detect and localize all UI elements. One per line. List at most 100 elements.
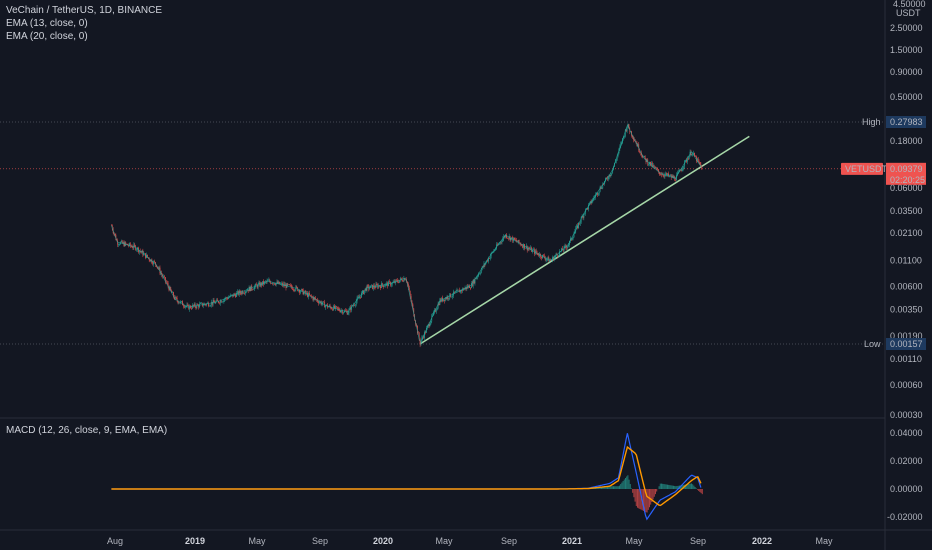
candle-body: [475, 278, 477, 280]
candle-body: [359, 296, 361, 298]
candle-body: [331, 308, 333, 310]
candle-body: [132, 247, 134, 249]
candle-body: [254, 286, 255, 290]
candle-body: [318, 301, 319, 304]
candle-body: [453, 291, 454, 296]
candle-body: [624, 136, 625, 137]
candle-body: [562, 250, 564, 251]
high-value: 0.27983: [890, 117, 923, 127]
candle-body: [241, 291, 243, 294]
histogram-bar: [692, 484, 694, 489]
ema20-legend[interactable]: EMA (20, close, 0): [6, 31, 88, 42]
candle-body: [675, 180, 677, 181]
candle-body: [419, 339, 421, 345]
histogram-bar: [599, 487, 601, 489]
candle-body: [138, 250, 140, 253]
candle-body: [377, 284, 379, 288]
histogram-bar: [621, 482, 623, 489]
candle-body: [369, 287, 371, 289]
histogram-bar: [701, 489, 703, 495]
candle-body: [370, 285, 371, 288]
candle-body: [167, 283, 169, 287]
candle-body: [207, 302, 209, 304]
candle-body: [686, 159, 687, 162]
histogram-bar: [662, 483, 664, 489]
candle-body: [665, 173, 667, 175]
candle-body: [175, 297, 177, 299]
histogram-bar: [653, 489, 655, 497]
candle-body: [206, 303, 208, 305]
candle-body: [418, 332, 420, 340]
candle-body: [652, 165, 654, 167]
ema13-legend[interactable]: EMA (13, close, 0): [6, 18, 88, 29]
candle-body: [654, 166, 656, 169]
candle-body: [399, 280, 400, 283]
candle-body: [235, 294, 236, 297]
candle-body: [141, 250, 143, 253]
candle-body: [282, 283, 283, 286]
candle-body: [626, 127, 628, 132]
candle-body: [456, 289, 458, 292]
candle-body: [691, 154, 693, 156]
histogram-bar: [654, 489, 656, 495]
candle-body: [399, 278, 401, 281]
low-value-bg: [886, 338, 926, 350]
candle-body: [351, 305, 353, 311]
histogram-bar: [626, 476, 628, 489]
candle-body: [564, 245, 566, 247]
candle-body: [120, 240, 122, 243]
candle-body: [497, 244, 498, 246]
candle-body: [538, 254, 540, 256]
ema-line: [111, 124, 702, 341]
candle-body: [395, 279, 397, 283]
candle-body: [578, 222, 579, 229]
candle-body: [147, 254, 148, 258]
candle-body: [617, 152, 619, 156]
candle-body: [192, 304, 194, 306]
candle-body: [268, 279, 270, 281]
candle-body: [361, 292, 362, 298]
candle-body: [472, 279, 474, 287]
candle-body: [255, 284, 257, 286]
candle-body: [335, 306, 336, 309]
candle-body: [273, 283, 274, 284]
candle-body: [194, 303, 196, 307]
candle-body: [386, 282, 388, 284]
candle-body: [661, 174, 663, 176]
histogram-bar: [680, 485, 682, 489]
candle-body: [447, 296, 449, 299]
candle-body: [690, 151, 692, 155]
candle-body: [545, 259, 547, 260]
candle-body: [197, 304, 199, 305]
histogram-bar: [620, 484, 622, 489]
candle-body: [296, 286, 298, 288]
candle-body: [401, 279, 403, 281]
candle-body: [591, 201, 593, 204]
histogram-bar: [634, 489, 636, 502]
histogram-bar: [668, 484, 670, 489]
candle-body: [336, 306, 337, 307]
candle-body: [501, 241, 503, 243]
candle-body: [378, 285, 380, 288]
candle-body: [511, 237, 513, 238]
candle-body: [131, 246, 133, 248]
candle-body: [667, 173, 668, 176]
histogram-bar: [695, 488, 697, 489]
candle-body: [649, 161, 650, 165]
candle-body: [608, 174, 610, 179]
macd-legend[interactable]: MACD (12, 26, close, 9, EMA, EMA): [6, 425, 168, 436]
candle-body: [582, 216, 584, 218]
candle-body: [594, 197, 596, 198]
candle-body: [505, 234, 506, 238]
candle-body: [237, 291, 238, 293]
candle-body: [205, 304, 207, 305]
candle-body: [477, 276, 479, 278]
candle-body: [372, 285, 374, 289]
candle-body: [213, 300, 215, 303]
macd-histogram: [590, 475, 703, 513]
candle-body: [129, 243, 130, 246]
histogram-bar: [690, 483, 692, 489]
histogram-bar: [665, 484, 667, 489]
candle-body: [553, 257, 555, 261]
